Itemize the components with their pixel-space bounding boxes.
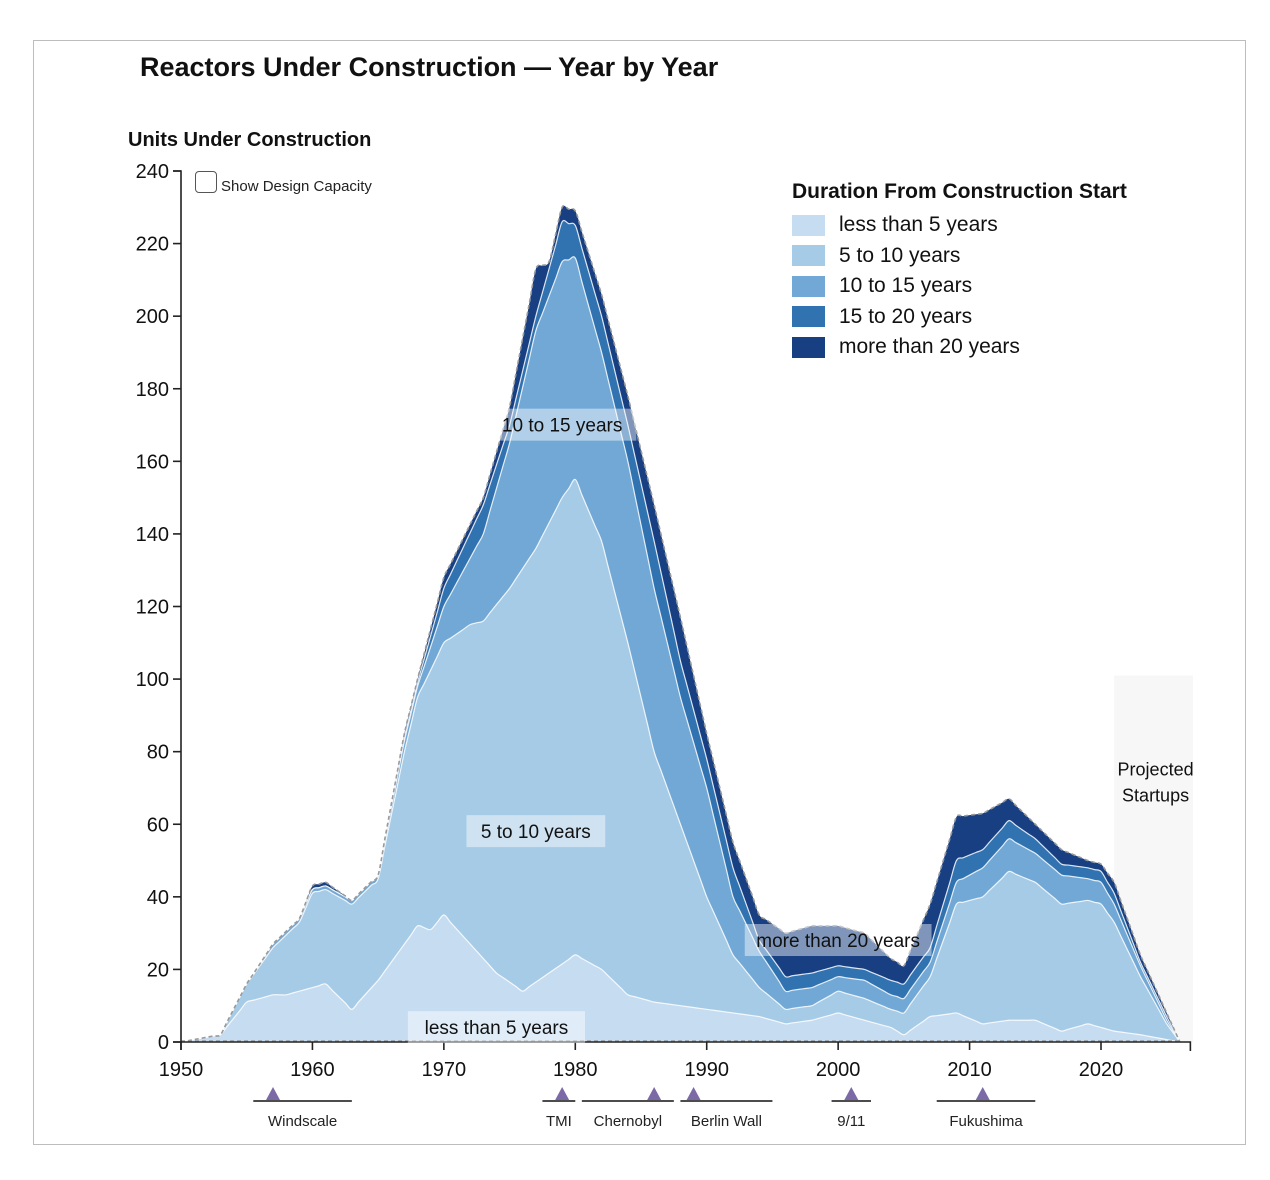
y-tick-label: 140 [136, 524, 169, 546]
area-5-to-10-years [180, 478, 1182, 1043]
show-design-capacity-checkbox[interactable] [195, 170, 217, 193]
projected-label-line2: Startups [1122, 785, 1189, 805]
x-tick-label: 1960 [290, 1059, 335, 1081]
legend-label: less than 5 years [839, 213, 998, 237]
legend-label: 5 to 10 years [839, 243, 961, 267]
x-tick-label: 1970 [422, 1059, 467, 1081]
event-label: Fukushima [949, 1113, 1023, 1130]
x-tick-label: 1990 [684, 1059, 729, 1081]
event-triangle-icon [686, 1087, 701, 1100]
y-axis-label: Units Under Construction [128, 129, 372, 151]
legend-item[interactable]: more than 20 years [792, 332, 1127, 363]
event-triangle-icon [647, 1087, 662, 1100]
legend-item[interactable]: 10 to 15 years [792, 271, 1127, 302]
show-design-capacity-label: Show Design Capacity [221, 178, 372, 195]
legend-item[interactable]: 5 to 10 years [792, 241, 1127, 272]
projected-label-line1: Projected [1118, 759, 1194, 779]
legend-swatch [792, 275, 825, 297]
event-marker-windscale[interactable]: Windscale [253, 1087, 352, 1130]
event-triangle-icon [266, 1087, 280, 1100]
x-tick-label: 2020 [1079, 1059, 1124, 1081]
y-tick-label: 160 [136, 451, 169, 473]
x-tick-label: 2010 [947, 1059, 992, 1081]
event-triangle-icon [555, 1087, 570, 1100]
y-tick-label: 40 [147, 887, 169, 909]
x-tick-label: 1980 [553, 1059, 598, 1081]
event-marker-berlin-wall[interactable]: Berlin Wall [680, 1087, 773, 1130]
y-tick-label: 120 [136, 597, 169, 619]
area-less-than-5-years [180, 914, 1180, 1043]
show-design-capacity-toggle[interactable]: Show Design Capacity [195, 168, 372, 195]
y-tick-label: 240 [136, 161, 169, 183]
band-label: 5 to 10 years [481, 822, 591, 843]
band-label: 10 to 15 years [502, 416, 622, 437]
legend-swatch [792, 214, 825, 236]
event-triangle-icon [975, 1087, 990, 1100]
event-marker-chernobyl[interactable]: Chernobyl [581, 1087, 674, 1130]
event-marker-tmi[interactable]: TMI [542, 1087, 576, 1130]
x-tick-label: 2000 [816, 1059, 861, 1081]
event-marker-fukushima[interactable]: Fukushima [936, 1087, 1036, 1130]
legend-label: more than 20 years [839, 335, 1020, 359]
y-tick-label: 180 [136, 379, 169, 401]
total-outline [180, 204, 1181, 1043]
event-label: Windscale [268, 1113, 337, 1130]
band-label-bg [487, 408, 637, 441]
event-label: 9/11 [837, 1113, 865, 1130]
event-label: TMI [546, 1113, 572, 1130]
legend-swatch [792, 306, 825, 328]
legend-swatch [792, 336, 825, 358]
y-tick-label: 100 [136, 669, 169, 691]
legend-item[interactable]: less than 5 years [792, 210, 1127, 241]
band-label-bg [466, 815, 606, 848]
y-tick-label: 80 [147, 742, 169, 764]
legend: Duration From Construction Start less th… [792, 180, 1127, 363]
y-tick-label: 220 [136, 234, 169, 256]
y-tick-label: 0 [158, 1032, 169, 1054]
y-tick-label: 60 [147, 814, 169, 836]
chart-title: Reactors Under Construction — Year by Ye… [140, 52, 719, 82]
legend-label: 10 to 15 years [839, 274, 973, 298]
y-tick-label: 20 [147, 959, 169, 981]
legend-swatch [792, 245, 825, 267]
y-tick-label: 200 [136, 306, 169, 328]
legend-label: 15 to 20 years [839, 304, 973, 328]
x-tick-label: 1950 [159, 1059, 204, 1081]
event-triangle-icon [844, 1087, 859, 1100]
event-marker-9-11[interactable]: 9/11 [831, 1087, 871, 1130]
event-label: Chernobyl [594, 1113, 662, 1130]
band-label-bg [407, 1011, 586, 1044]
band-label: more than 20 years [756, 931, 920, 952]
band-label-bg [744, 924, 932, 957]
band-label: less than 5 years [425, 1018, 569, 1039]
event-label: Berlin Wall [691, 1113, 762, 1130]
legend-item[interactable]: 15 to 20 years [792, 302, 1127, 333]
legend-title: Duration From Construction Start [792, 180, 1127, 203]
x-axis-line [180, 1041, 1192, 1051]
